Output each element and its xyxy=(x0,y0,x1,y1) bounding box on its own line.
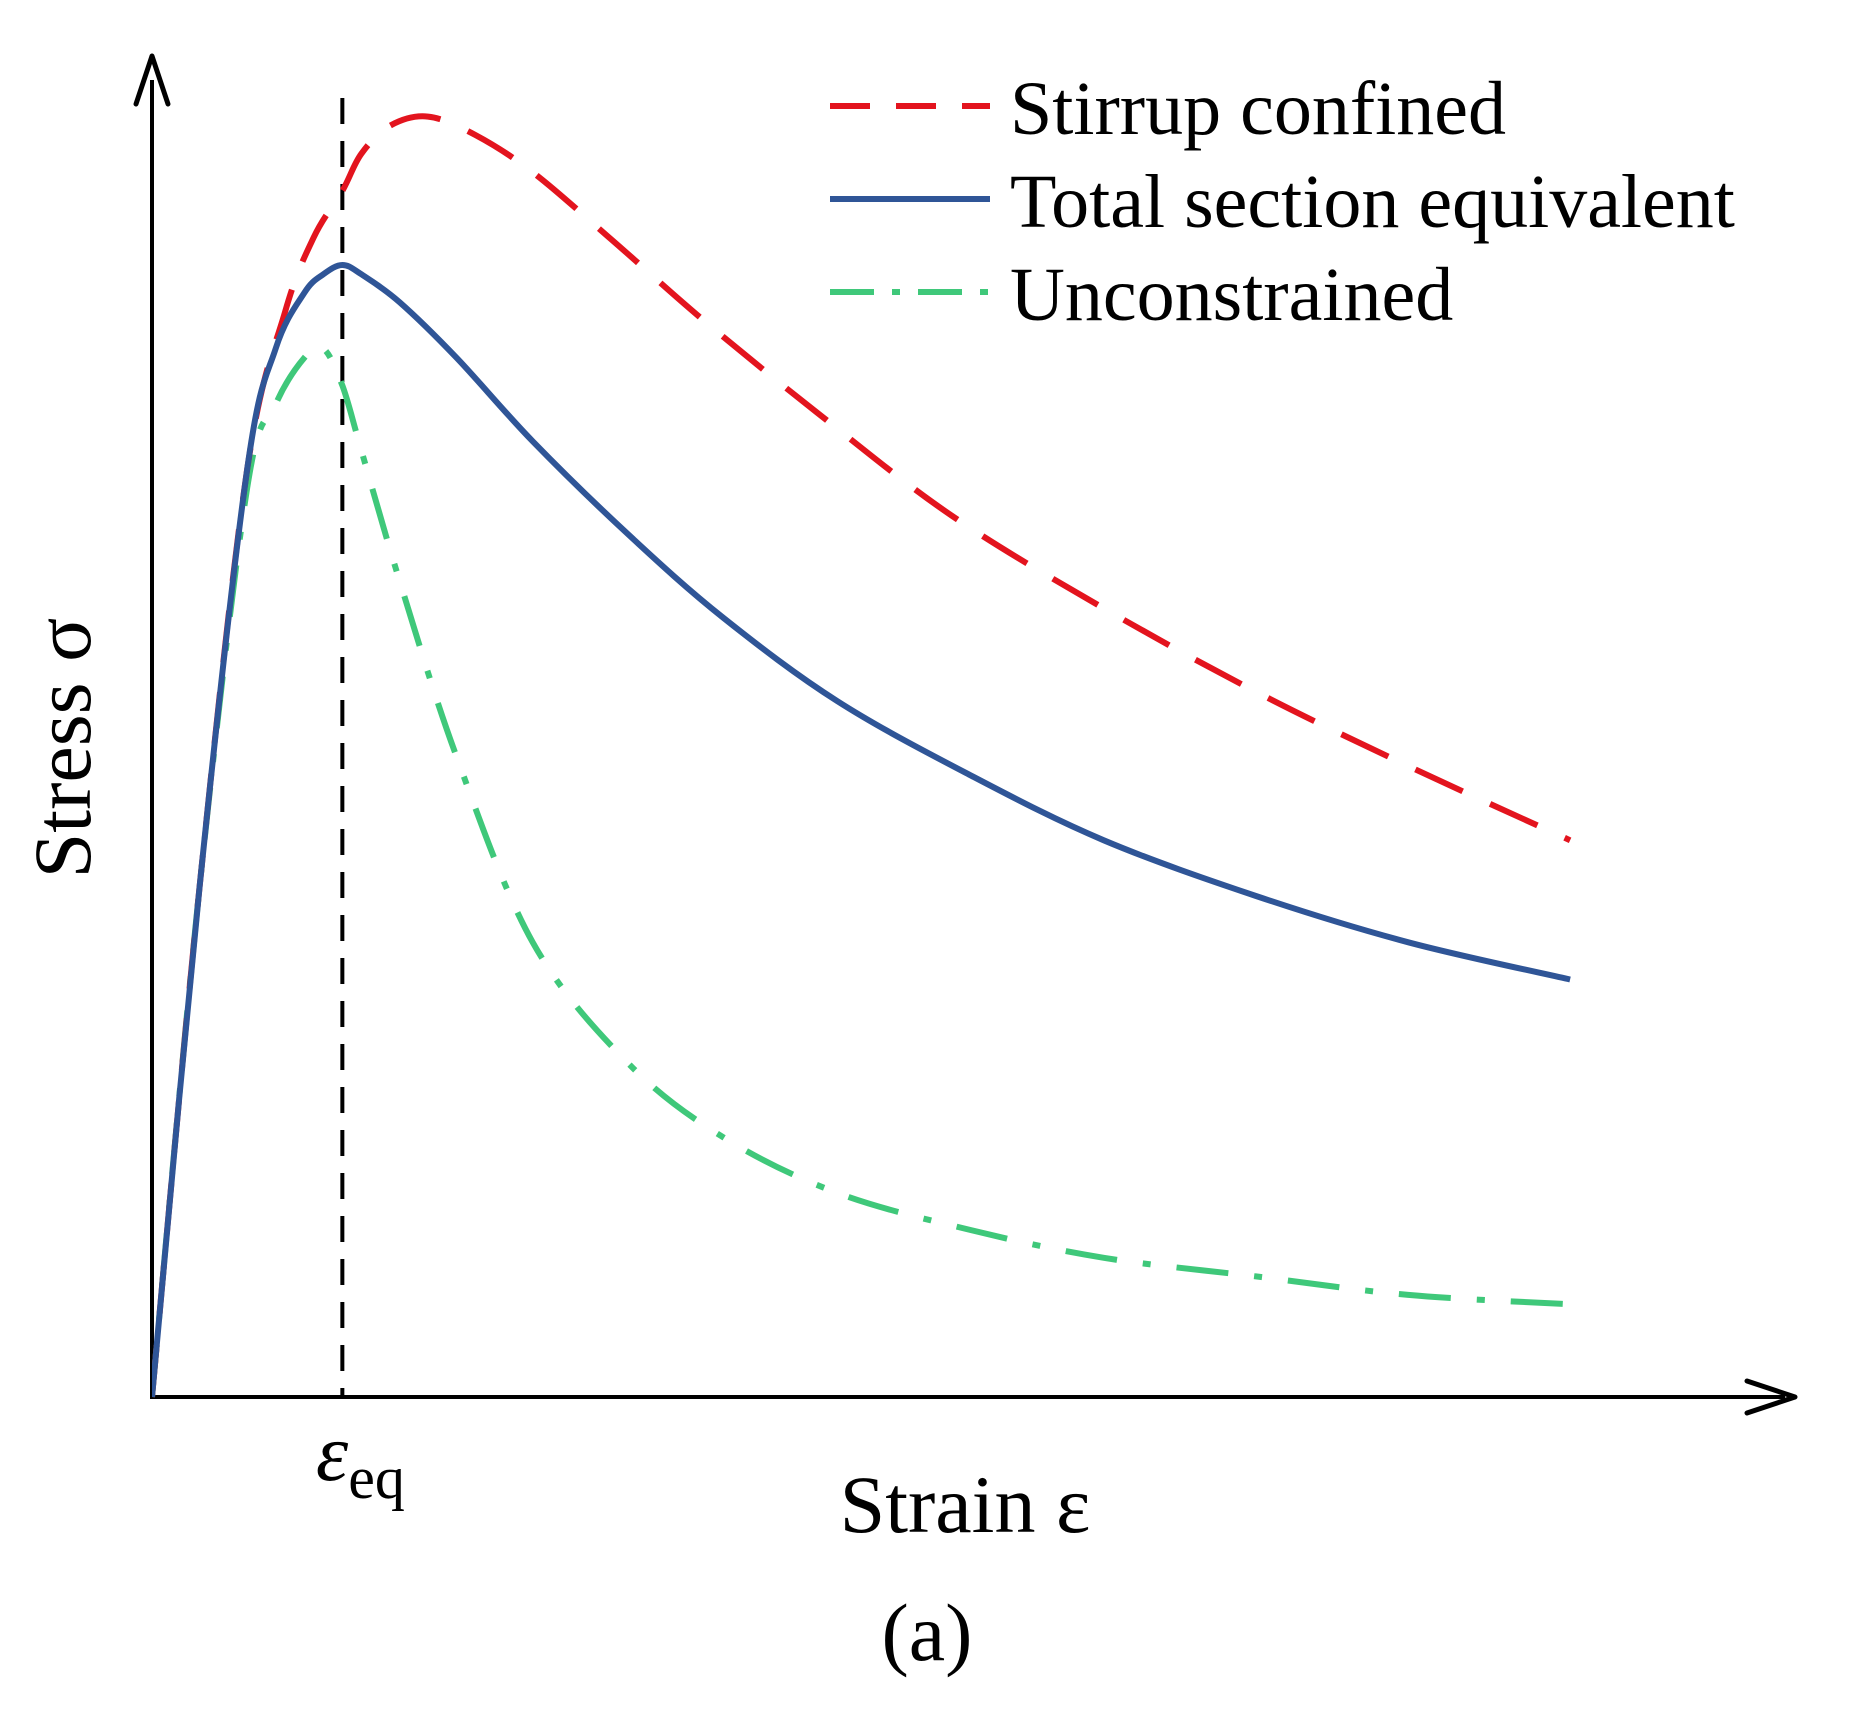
legend-label-total-section-equivalent: Total section equivalent xyxy=(1010,160,1735,244)
x-axis-arrow xyxy=(1744,1378,1798,1416)
series-line-total-section-equivalent xyxy=(152,262,1571,1398)
eps-eq-subscript: eq xyxy=(348,1445,405,1511)
series-line-unconstrained xyxy=(152,343,1571,1398)
figure-caption: (a) xyxy=(881,1587,972,1678)
legend: Stirrup confined Total section equivalent… xyxy=(830,67,1735,337)
y-axis-arrow xyxy=(133,53,171,107)
legend-label-stirrup-confined: Stirrup confined xyxy=(1010,67,1506,151)
eps-eq-symbol: ε xyxy=(316,1407,349,1498)
x-axis-label: Strain ε xyxy=(840,1459,1091,1550)
eps-eq-tick-label: εeq xyxy=(316,1407,405,1511)
y-axis-label: Stress σ xyxy=(17,618,108,879)
legend-label-unconstrained: Unconstrained xyxy=(1010,253,1453,337)
